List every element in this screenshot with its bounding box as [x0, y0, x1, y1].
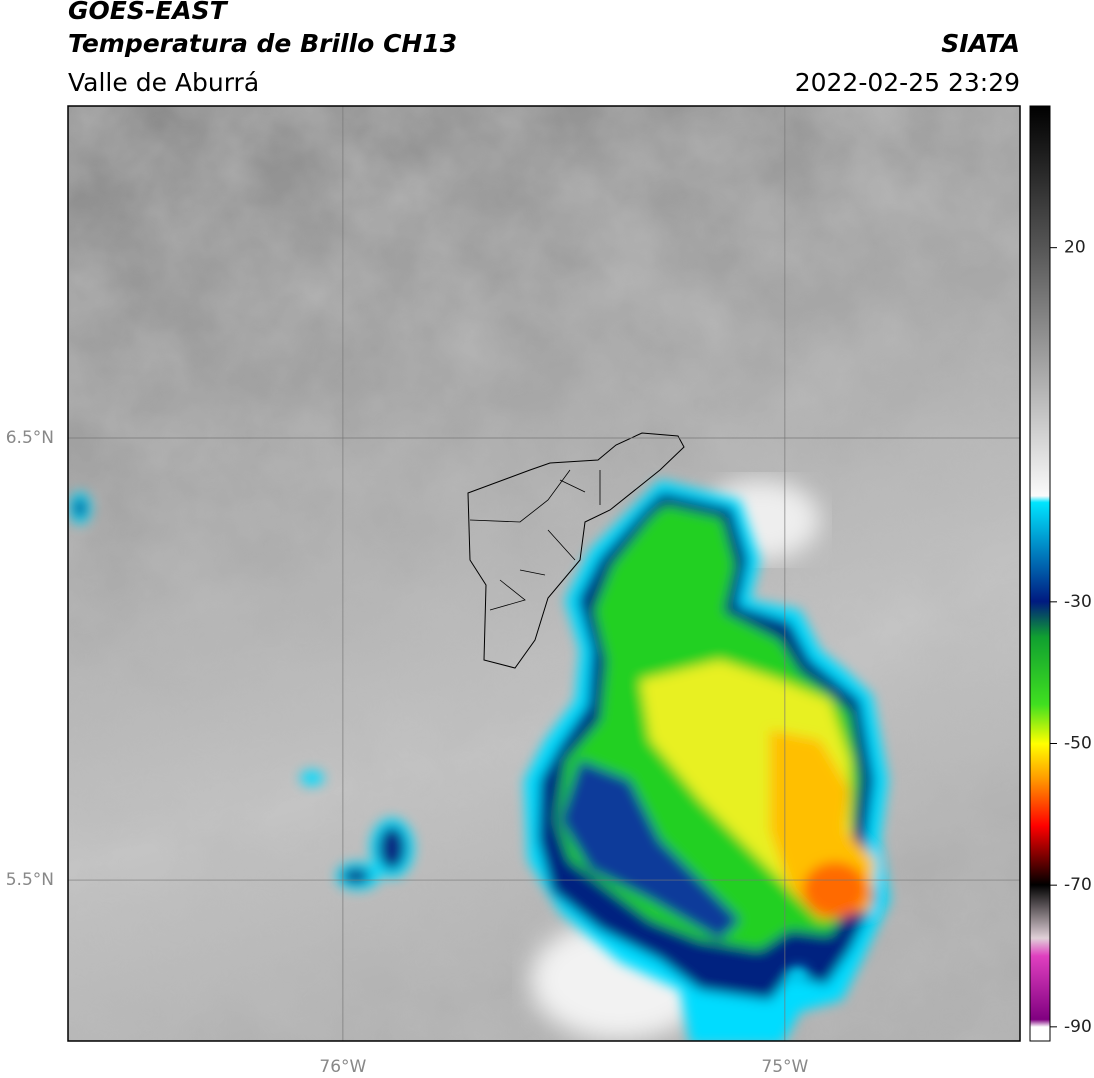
- colorbar-tick-label: 20: [1064, 238, 1086, 258]
- lon-label: 76°W: [319, 1057, 366, 1077]
- source: SIATA: [941, 29, 1020, 58]
- colorbar: [1029, 105, 1051, 1042]
- timestamp: 2022-02-25 23:29: [795, 68, 1020, 97]
- colorbar-tick-label: -90: [1064, 1017, 1092, 1037]
- colorbar-tick-label: -30: [1064, 592, 1092, 612]
- lat-label: 6.5°N: [6, 428, 54, 448]
- subtitle: Temperatura de Brillo CH13: [68, 29, 457, 58]
- colorbar-tick-label: -50: [1064, 734, 1092, 754]
- lat-label: 5.5°N: [6, 870, 54, 890]
- lon-label: 75°W: [761, 1057, 808, 1077]
- title: GOES-EAST: [68, 0, 229, 25]
- map-frame: [67, 105, 1021, 1042]
- map-image: [68, 106, 1020, 1041]
- region: Valle de Aburrá: [68, 68, 259, 97]
- colorbar-tick-label: -70: [1064, 875, 1092, 895]
